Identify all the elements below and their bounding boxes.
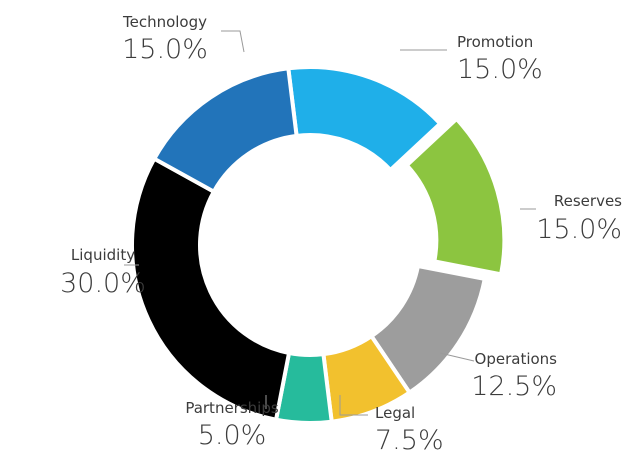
leader-operations: [439, 352, 475, 362]
label-reserves: Reserves: [554, 192, 622, 210]
value-operations: 12.5%: [471, 371, 557, 402]
slice-technology: [151, 66, 299, 195]
value-legal: 7.5%: [375, 425, 444, 456]
value-liquidity: 30.0%: [60, 268, 146, 299]
leader-legal: [339, 395, 368, 416]
label-partnerships: Partnerships: [185, 399, 279, 417]
label-technology: Technology: [122, 13, 207, 31]
value-reserves: 15.0%: [536, 214, 622, 245]
label-legal: Legal: [375, 404, 415, 422]
slice-liquidity: [130, 155, 292, 423]
label-promotion: Promotion: [457, 33, 533, 51]
label-liquidity: Liquidity: [71, 246, 135, 264]
leader-lines: [124, 30, 536, 416]
slice-promotion: [286, 65, 444, 173]
slice-labels: Promotion 15.0% Reserves 15.0% Operations 12.…: [60, 13, 622, 456]
value-technology: 15.0%: [122, 34, 208, 65]
label-operations: Operations: [475, 350, 558, 368]
value-promotion: 15.0%: [457, 54, 543, 85]
value-partnerships: 5.0%: [198, 420, 267, 451]
donut-slices: [130, 65, 507, 425]
leader-technology: [221, 30, 245, 53]
slice-reserves: [403, 116, 507, 277]
